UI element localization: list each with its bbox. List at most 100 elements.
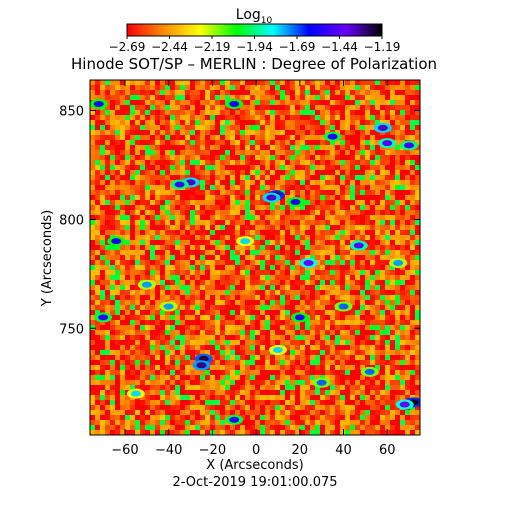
heatmap-cell [120,210,125,215]
heatmap-cell [205,205,210,210]
heatmap-cell [330,415,335,420]
heatmap-cell [395,300,400,305]
heatmap-cell [210,325,215,330]
heatmap-cell [225,245,230,250]
heatmap-cell [265,400,270,405]
heatmap-cell [240,395,245,400]
heatmap-cell [180,95,185,100]
heatmap-cell [275,395,280,400]
heatmap-cell [210,405,215,410]
heatmap-cell [105,365,110,370]
heatmap-cell [155,325,160,330]
heatmap-cell [380,430,385,435]
heatmap-cell [110,225,115,230]
heatmap-cell [115,145,120,150]
heatmap-cell [320,390,325,395]
heatmap-cell [410,235,415,240]
heatmap-cell [130,380,135,385]
heatmap-cell [410,155,415,160]
heatmap-cell [195,240,200,245]
heatmap-cell [260,300,265,305]
heatmap-cell [255,415,260,420]
heatmap-cell [285,80,290,85]
heatmap-cell [405,165,410,170]
heatmap-cell [185,345,190,350]
heatmap-cell [90,210,95,215]
heatmap-cell [260,205,265,210]
heatmap-cell [210,165,215,170]
heatmap-cell [105,350,110,355]
heatmap-cell [355,270,360,275]
heatmap-cell [215,255,220,260]
heatmap-cell [130,125,135,130]
heatmap-cell [325,180,330,185]
heatmap-cell [240,255,245,260]
heatmap-cell [360,340,365,345]
heatmap-cell [350,130,355,135]
heatmap-cell [280,285,285,290]
heatmap-cell [175,80,180,85]
heatmap-cell [145,400,150,405]
heatmap-cell [380,400,385,405]
heatmap-cell [160,320,165,325]
heatmap-cell [170,285,175,290]
heatmap-cell [230,175,235,180]
heatmap-cell [310,230,315,235]
heatmap-cell [405,410,410,415]
heatmap-cell [210,280,215,285]
heatmap-cell [335,285,340,290]
heatmap-cell [330,305,335,310]
heatmap-cell [90,325,95,330]
heatmap-cell [280,320,285,325]
heatmap-cell [285,300,290,305]
heatmap-cell [190,295,195,300]
heatmap-cell [375,335,380,340]
heatmap-cell [145,140,150,145]
heatmap-cell [280,250,285,255]
heatmap-cell [365,240,370,245]
heatmap-cell [235,190,240,195]
heatmap-cell [140,170,145,175]
heatmap-cell [240,335,245,340]
heatmap-cell [190,350,195,355]
heatmap-cell [300,250,305,255]
heatmap-cell [405,260,410,265]
heatmap-cell [335,155,340,160]
heatmap-cell [110,375,115,380]
heatmap-cell [155,185,160,190]
heatmap-cell [410,245,415,250]
heatmap-cell [265,185,270,190]
heatmap-cell [325,400,330,405]
heatmap-cell [305,290,310,295]
heatmap-cell [295,150,300,155]
heatmap-cell [375,425,380,430]
heatmap-cell [190,290,195,295]
heatmap-cell [360,400,365,405]
heatmap-cell [365,345,370,350]
heatmap-cell [250,215,255,220]
heatmap-cell [245,150,250,155]
heatmap-cell [210,250,215,255]
heatmap-cell [100,355,105,360]
heatmap-cell [330,280,335,285]
heatmap-cell [140,375,145,380]
heatmap-cell [95,90,100,95]
heatmap-cell [250,355,255,360]
heatmap-cell [350,125,355,130]
heatmap-cell [325,275,330,280]
heatmap-cell [140,135,145,140]
heatmap-cell [400,285,405,290]
heatmap-cell [235,320,240,325]
heatmap-cell [240,120,245,125]
heatmap-cell [190,140,195,145]
heatmap-cell [260,285,265,290]
heatmap-cell [325,150,330,155]
heatmap-cell [365,260,370,265]
heatmap-cell [245,115,250,120]
heatmap-cell [175,390,180,395]
heatmap-cell [220,145,225,150]
heatmap-cell [395,130,400,135]
heatmap-cell [310,325,315,330]
heatmap-cell [260,335,265,340]
heatmap-cell [110,155,115,160]
